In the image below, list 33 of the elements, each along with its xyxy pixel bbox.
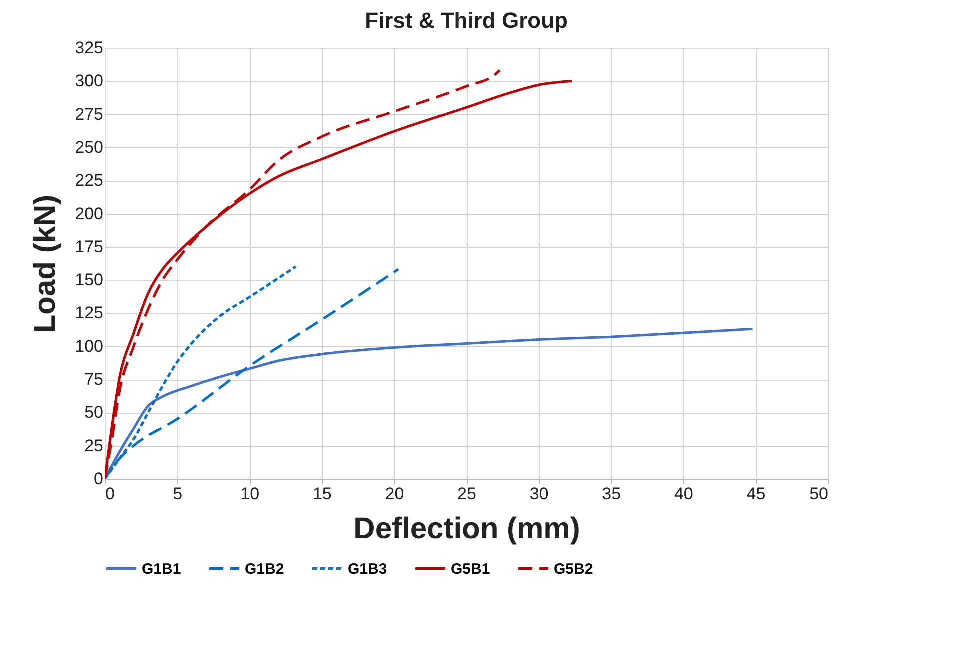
legend-label: G1B2 bbox=[245, 560, 284, 578]
y-tick-label: 100 bbox=[75, 336, 104, 356]
legend-label: G5B1 bbox=[451, 560, 490, 578]
legend-label: G1B1 bbox=[142, 560, 182, 578]
y-tick-label: 25 bbox=[84, 436, 104, 456]
y-tick-label: 75 bbox=[84, 370, 104, 390]
y-tick-label: 225 bbox=[75, 171, 104, 190]
y-tick-label: 50 bbox=[84, 403, 104, 422]
x-tick-label: 40 bbox=[674, 484, 694, 504]
x-tick-label: 30 bbox=[530, 484, 549, 504]
x-tick-label: 50 bbox=[810, 484, 828, 504]
x-tick-label: 0 bbox=[106, 484, 115, 504]
x-tick-label: 35 bbox=[602, 484, 622, 504]
y-tick-label: 275 bbox=[75, 104, 104, 124]
x-tick-label: 25 bbox=[458, 484, 476, 504]
y-tick-label: 125 bbox=[75, 304, 104, 323]
legend-label: G1B3 bbox=[348, 560, 388, 578]
x-tick-label: 15 bbox=[312, 484, 332, 504]
x-tick-label: 5 bbox=[173, 484, 183, 504]
x-axis-title: Deflection (mm) bbox=[354, 512, 580, 546]
y-tick-label: 175 bbox=[75, 237, 104, 256]
y-tick-label: 0 bbox=[94, 470, 104, 488]
x-tick-label: 45 bbox=[746, 484, 766, 504]
chart-title: First & Third Group bbox=[365, 8, 568, 33]
y-axis-title: Load (kN) bbox=[29, 194, 62, 334]
y-tick-label: 150 bbox=[75, 270, 104, 290]
legend-label: G5B2 bbox=[554, 560, 594, 578]
y-tick-label: 300 bbox=[75, 72, 104, 91]
y-tick-label: 325 bbox=[75, 38, 104, 58]
y-tick-label: 250 bbox=[75, 138, 104, 157]
x-tick-label: 10 bbox=[240, 484, 260, 504]
y-tick-label: 200 bbox=[75, 204, 104, 224]
x-tick-label: 20 bbox=[385, 484, 404, 504]
